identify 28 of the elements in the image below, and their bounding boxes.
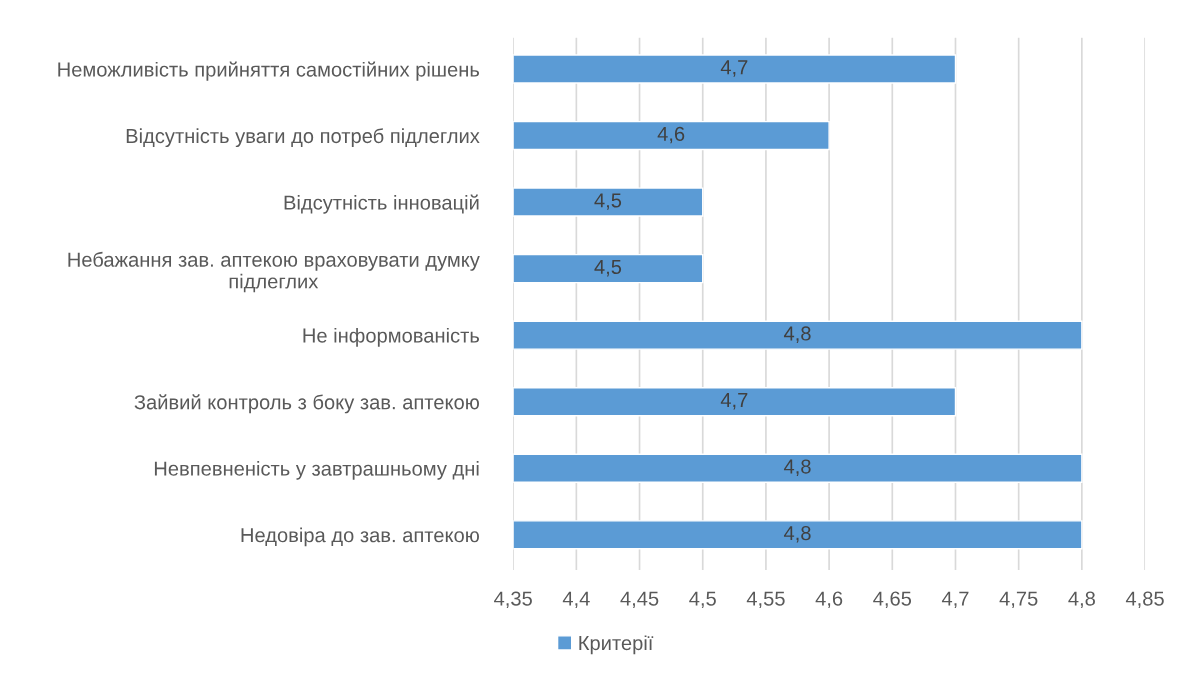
y-tick-label: Небажання зав. аптекою враховувати думку підлеглих bbox=[68, 251, 480, 293]
data-label: 4,5 bbox=[594, 193, 622, 210]
data-label: 4,5 bbox=[594, 259, 622, 277]
y-tick-label: Зайвий контроль з боку зав. аптекою bbox=[134, 394, 480, 414]
y-tick-label: Недовіра до зав. аптекою bbox=[241, 527, 480, 547]
x-tick-label: 4,7 bbox=[941, 591, 969, 609]
x-tick-label: 4,75 bbox=[999, 591, 1038, 609]
x-tick-label: 4,85 bbox=[1125, 591, 1164, 609]
x-tick-label: 4,45 bbox=[620, 591, 659, 609]
x-tick-label: 4,55 bbox=[746, 591, 785, 609]
x-tick-label: 4,6 bbox=[815, 591, 843, 609]
y-tick-label: Невпевненість у завтрашньому дні bbox=[154, 460, 479, 480]
x-tick-label: 4,8 bbox=[1068, 591, 1095, 609]
y-tick-label: Неможливість прийняття самостійних рішень bbox=[58, 61, 480, 81]
data-label: 4,7 bbox=[720, 393, 748, 410]
x-tick-label: 4,5 bbox=[689, 591, 716, 609]
data-label: 4,8 bbox=[783, 459, 811, 477]
data-label: 4,6 bbox=[657, 126, 685, 144]
y-tick-label: Відсутність уваги до потреб підлеглих bbox=[126, 128, 480, 148]
y-tick-label: Відсутність інновацій bbox=[284, 194, 479, 214]
data-label: 4,7 bbox=[720, 60, 748, 77]
x-tick-label: 4,35 bbox=[494, 591, 532, 609]
x-tick-label: 4,65 bbox=[873, 591, 912, 609]
data-label: 4,8 bbox=[783, 326, 811, 343]
legend-label: Критерії bbox=[579, 635, 654, 655]
y-tick-label: Не інформованість bbox=[303, 327, 480, 347]
data-label: 4,8 bbox=[783, 525, 811, 543]
x-tick-label: 4,4 bbox=[562, 591, 590, 609]
